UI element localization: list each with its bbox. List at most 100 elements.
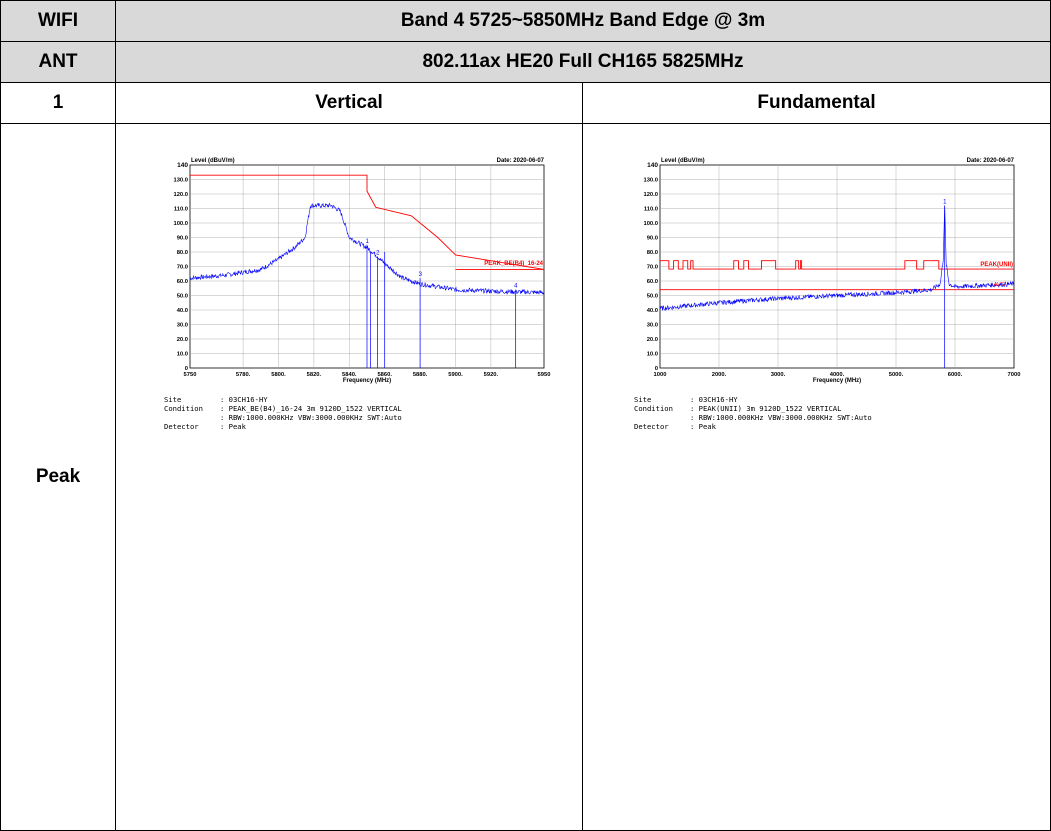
x-tick-label: 5950 — [538, 372, 551, 378]
fundamental-meta: Site : 03CH16-HY Condition : PEAK(UNII) 3m… — [634, 395, 872, 431]
y-tick-label: 60.0 — [177, 279, 188, 285]
band-title-cell: Band 4 5725~5850MHz Band Edge @ 3m — [115, 0, 1051, 42]
vertical-label: Vertical — [315, 92, 383, 113]
fundamental-chart-svg: 0 10.0 20.0 30.0 40.0 50.0 60.0 70.0 80.0 90.0 100… — [643, 158, 1021, 384]
y-tick-label: 30.0 — [177, 323, 188, 329]
y-tick-label: 40.0 — [177, 308, 188, 314]
fundamental-label: Fundamental — [757, 92, 876, 113]
y-tick-label: 20.0 — [177, 337, 188, 343]
site-key: Site — [164, 395, 182, 404]
condition-value-2: : RBW:1000.000KHz VBW:3000.000KHz SWT:Au… — [220, 413, 402, 422]
index-cell: 1 — [0, 82, 116, 124]
x-tick-label: 5860. — [377, 372, 392, 378]
marker-label: 1 — [366, 239, 370, 245]
y-tick-label: 120.0 — [173, 192, 188, 198]
y-axis-label: Level (dBuV/m) — [191, 158, 235, 164]
marker-label: 4 — [514, 284, 518, 290]
y-tick-label: 140 — [177, 162, 188, 169]
y-tick-label: 120.0 — [643, 192, 658, 198]
condition-key: Condition — [634, 404, 673, 413]
x-tick-label: 7000 — [1008, 372, 1021, 378]
marker-label: 3 — [419, 272, 423, 278]
fundamental-chart: 0 10.0 20.0 30.0 40.0 50.0 60.0 70.0 80.0 90.0 100… — [630, 153, 1025, 388]
wifi-label: WIFI — [37, 10, 79, 31]
ant-label: ANT — [38, 51, 78, 72]
y-tick-label: 110.0 — [644, 207, 658, 213]
x-tick-label: 5800. — [271, 372, 286, 378]
y-tick-label: 100.0 — [643, 221, 658, 227]
y-tick-label: 60.0 — [647, 279, 658, 285]
peak-cell: Peak — [0, 123, 116, 831]
band-edge-meta: Site : 03CH16-HY Condition : PEAK_BE(B4)_1… — [164, 395, 402, 431]
y-tick-label: 10.0 — [647, 352, 658, 358]
y-tick-label: 50.0 — [177, 294, 188, 300]
y-tick-label: 100.0 — [173, 221, 188, 227]
x-tick-label: 2000. — [712, 372, 727, 378]
y-tick-label: 90.0 — [647, 236, 658, 242]
ant-label-cell: ANT — [0, 41, 116, 83]
peak-label: Peak — [35, 466, 81, 487]
y-tick-label: 110.0 — [174, 207, 188, 213]
limit-label: PEAK_BE(B4)_16-24 — [484, 261, 543, 267]
x-tick-label: 5920. — [484, 372, 499, 378]
band-title: Band 4 5725~5850MHz Band Edge @ 3m — [400, 10, 766, 31]
date-label: Date: 2020-06-07 — [497, 158, 545, 164]
condition-value-2: : RBW:1000.000KHz VBW:3000.000KHz SWT:Au… — [690, 413, 872, 422]
y-tick-label: 40.0 — [647, 308, 658, 314]
y-tick-label: 30.0 — [647, 323, 658, 329]
limit-line — [190, 174, 545, 270]
x-tick-label: 4000. — [830, 372, 845, 378]
x-tick-label: 1000 — [654, 372, 667, 378]
x-tick-label: 3000. — [771, 372, 786, 378]
condition-value: : PEAK(UNII) 3m 9120D_1522 VERTICAL — [690, 404, 842, 413]
fundamental-header-cell: Fundamental — [582, 82, 1051, 124]
x-tick-label: 5900. — [448, 372, 463, 378]
wifi-label-cell: WIFI — [0, 0, 116, 42]
y-tick-label: 130.0 — [173, 178, 188, 184]
x-tick-label: 5840. — [342, 372, 357, 378]
marker-label: 1 — [943, 200, 947, 206]
avg-limit-label: AVG — [994, 282, 1005, 288]
y-tick-label: 90.0 — [177, 236, 188, 242]
y-tick-label: 20.0 — [647, 337, 658, 343]
y-tick-label: 0 — [655, 366, 658, 372]
site-value: : 03CH16-HY — [690, 395, 738, 404]
mode-title: 802.11ax HE20 Full CH165 5825MHz — [422, 51, 744, 72]
y-tick-label: 140 — [647, 162, 658, 169]
y-tick-label: 10.0 — [177, 352, 188, 358]
x-axis-label: Frequency (MHz) — [813, 378, 861, 384]
condition-value: : PEAK_BE(B4)_16-24 3m 9120D_1522 VERTIC… — [220, 404, 402, 413]
detector-value: : Peak — [690, 422, 716, 431]
marker-label: 2 — [376, 250, 380, 256]
peak-limit-line — [660, 260, 1014, 270]
y-tick-label: 80.0 — [647, 250, 658, 256]
detector-key: Detector — [164, 422, 199, 431]
date-label: Date: 2020-06-07 — [967, 158, 1015, 164]
measurement-trace — [659, 205, 1015, 311]
condition-key: Condition — [164, 404, 203, 413]
y-tick-label: 80.0 — [177, 250, 188, 256]
x-tick-label: 5880. — [413, 372, 428, 378]
band-edge-chart-svg: 0 10.0 20.0 30.0 40.0 50.0 60.0 70.0 80.0 90.0 100… — [173, 158, 551, 384]
limit-label: PEAK(UNII) — [980, 262, 1013, 268]
detector-key: Detector — [634, 422, 669, 431]
y-tick-label: 0 — [185, 366, 188, 372]
y-tick-label: 70.0 — [647, 265, 658, 271]
y-tick-label: 70.0 — [177, 265, 188, 271]
vertical-header-cell: Vertical — [115, 82, 583, 124]
detector-value: : Peak — [220, 422, 246, 431]
mode-title-cell: 802.11ax HE20 Full CH165 5825MHz — [115, 41, 1051, 83]
x-tick-label: 5820. — [307, 372, 322, 378]
site-key: Site — [634, 395, 652, 404]
y-tick-label: 50.0 — [647, 294, 658, 300]
site-value: : 03CH16-HY — [220, 395, 268, 404]
x-tick-label: 5750 — [184, 372, 197, 378]
x-tick-label: 6000. — [948, 372, 963, 378]
y-tick-label: 130.0 — [643, 178, 658, 184]
band-edge-chart: 0 10.0 20.0 30.0 40.0 50.0 60.0 70.0 80.0 90.0 100… — [160, 153, 555, 388]
x-tick-label: 5000. — [889, 372, 904, 378]
y-axis-label: Level (dBuV/m) — [661, 158, 705, 164]
index-label: 1 — [52, 92, 64, 113]
x-tick-label: 5780. — [236, 372, 251, 378]
